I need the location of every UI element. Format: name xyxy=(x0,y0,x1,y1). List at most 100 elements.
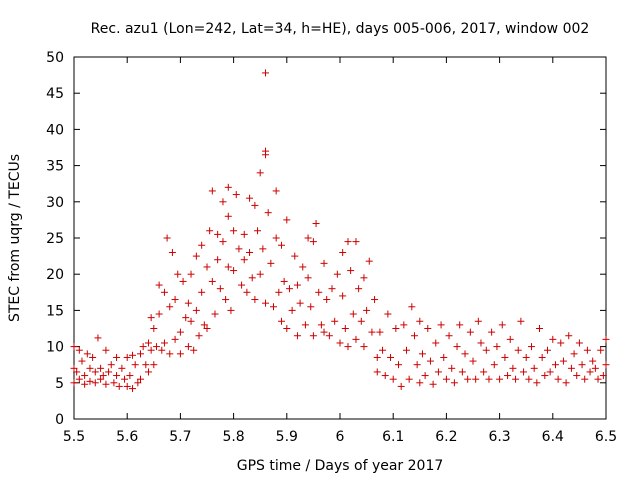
data-point xyxy=(89,353,97,361)
data-point xyxy=(426,357,434,365)
y-tick-label: 30 xyxy=(46,195,64,211)
data-point xyxy=(384,310,392,318)
data-point xyxy=(400,321,408,329)
data-point xyxy=(246,194,254,202)
data-point xyxy=(110,379,118,387)
data-point xyxy=(262,299,270,307)
data-point xyxy=(144,368,152,376)
data-point xyxy=(453,343,461,351)
data-point xyxy=(272,187,280,195)
data-point xyxy=(142,361,150,369)
data-point xyxy=(493,343,501,351)
x-tick-label: 5.6 xyxy=(116,429,138,445)
data-point xyxy=(474,317,482,325)
data-point xyxy=(501,353,509,361)
y-tick-label: 10 xyxy=(46,340,64,356)
data-point xyxy=(381,372,389,380)
data-point xyxy=(325,332,333,340)
data-point xyxy=(73,368,81,376)
x-tick-label: 6.1 xyxy=(382,429,404,445)
data-point xyxy=(280,277,288,285)
data-point xyxy=(578,361,586,369)
data-point xyxy=(267,259,275,267)
data-point xyxy=(70,379,78,387)
x-tick-label: 6.3 xyxy=(488,429,510,445)
data-point xyxy=(219,238,227,246)
data-point xyxy=(102,380,110,388)
x-axis: 5.5 5.6 5.7 5.8 5.9 6 6.1 6.2 6.3 6.4 6.5 xyxy=(63,57,617,445)
data-point xyxy=(190,346,198,354)
data-point xyxy=(198,241,206,249)
data-point xyxy=(418,350,426,358)
data-point xyxy=(97,375,105,383)
data-point xyxy=(432,339,440,347)
data-point xyxy=(567,364,575,372)
data-point xyxy=(360,343,368,351)
data-point xyxy=(147,346,155,354)
data-point xyxy=(272,234,280,242)
data-point xyxy=(317,321,325,329)
data-point xyxy=(599,372,607,380)
data-point xyxy=(309,238,317,246)
data-point xyxy=(538,353,546,361)
data-point xyxy=(155,310,163,318)
data-point xyxy=(137,350,144,358)
data-point xyxy=(586,368,594,376)
data-point xyxy=(490,361,498,369)
data-point xyxy=(589,357,597,365)
data-point xyxy=(176,350,184,358)
data-point xyxy=(70,364,78,372)
data-point xyxy=(192,306,200,314)
data-point xyxy=(206,227,214,235)
data-point xyxy=(504,372,512,380)
data-point xyxy=(357,317,365,325)
data-point xyxy=(75,375,83,383)
y-tick-label: 15 xyxy=(46,303,64,319)
data-point xyxy=(376,328,384,336)
data-point xyxy=(78,357,86,365)
data-point xyxy=(469,357,477,365)
data-point xyxy=(123,353,131,361)
data-point xyxy=(442,375,450,383)
data-point xyxy=(352,238,360,246)
data-point xyxy=(397,382,405,390)
y-axis-label: STEC from uqrg / TECUs xyxy=(7,154,23,322)
data-point xyxy=(546,368,554,376)
x-tick-label: 5.8 xyxy=(222,429,244,445)
data-point xyxy=(91,379,99,387)
data-point xyxy=(429,380,437,388)
data-point xyxy=(248,274,256,282)
data-point xyxy=(214,230,222,238)
data-point xyxy=(179,277,187,285)
x-tick-label: 6 xyxy=(336,429,345,445)
data-point xyxy=(323,296,331,304)
data-point xyxy=(270,303,277,311)
data-point xyxy=(275,288,283,296)
data-point xyxy=(203,263,211,271)
data-point xyxy=(371,296,379,304)
data-point xyxy=(333,270,341,278)
data-point xyxy=(528,343,536,351)
x-tick-label: 6.5 xyxy=(595,429,617,445)
data-point xyxy=(543,346,551,354)
data-point xyxy=(160,339,168,347)
data-point xyxy=(416,379,424,387)
data-point xyxy=(509,364,517,372)
data-point xyxy=(155,281,163,289)
data-point xyxy=(352,335,360,343)
data-point xyxy=(75,346,83,354)
data-point xyxy=(118,364,126,372)
data-point xyxy=(259,245,267,253)
data-point xyxy=(594,375,602,383)
data-point xyxy=(224,183,232,191)
data-point xyxy=(222,296,230,304)
data-point xyxy=(472,375,480,383)
data-point xyxy=(171,335,179,343)
data-point xyxy=(137,375,144,383)
data-point xyxy=(320,328,328,336)
data-point xyxy=(91,368,99,376)
x-tick-label: 5.5 xyxy=(63,429,85,445)
data-point xyxy=(230,267,238,275)
data-point xyxy=(379,346,387,354)
data-point xyxy=(517,317,525,325)
